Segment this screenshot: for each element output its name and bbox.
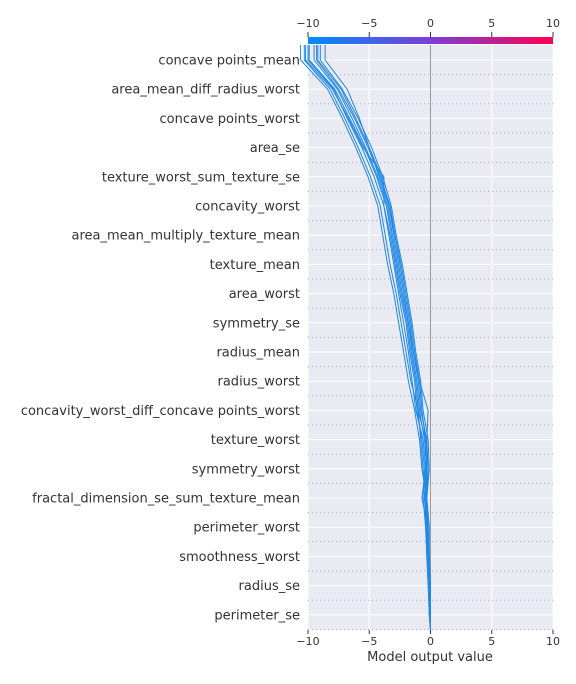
- series-line-9: [300, 45, 431, 630]
- top-tick-label: −5: [361, 17, 377, 30]
- series-line-4: [303, 45, 431, 630]
- top-tick-label: 5: [488, 17, 495, 30]
- bottom-axis-ticks: −10 −5 0 5 10: [296, 630, 560, 648]
- feature-label: radius_worst: [218, 375, 301, 390]
- feature-label: symmetry_worst: [192, 462, 300, 477]
- x-axis-label: Model output value: [367, 650, 493, 665]
- feature-label: concave points_worst: [159, 112, 300, 127]
- series-line-10: [324, 45, 431, 631]
- top-tick-label: −10: [296, 17, 319, 30]
- feature-label: perimeter_worst: [193, 521, 300, 536]
- feature-label: area_mean_multiply_texture_mean: [72, 229, 300, 244]
- bottom-tick-label: −5: [361, 635, 377, 648]
- feature-label: radius_se: [239, 579, 300, 594]
- feature-label: texture_worst: [211, 433, 300, 448]
- feature-label: area_worst: [229, 287, 300, 302]
- bottom-tick-label: 5: [488, 635, 495, 648]
- top-tick-label: 10: [546, 17, 560, 30]
- bottom-tick-label: 0: [427, 635, 434, 648]
- bottom-tick-label: −10: [296, 635, 319, 648]
- feature-label: radius_mean: [216, 346, 300, 361]
- series-line-6: [305, 45, 431, 631]
- feature-label: texture_worst_sum_texture_se: [102, 170, 300, 185]
- top-tick-label: 0: [427, 17, 434, 30]
- bottom-tick-label: 10: [546, 635, 560, 648]
- feature-label: symmetry_se: [213, 316, 300, 331]
- feature-label: area_mean_diff_radius_worst: [111, 83, 300, 98]
- series-line-3: [316, 45, 431, 630]
- feature-label: smoothness_worst: [179, 550, 300, 565]
- top-axis-ticks: −10 −5 0 5 10: [296, 17, 560, 37]
- series-line-8: [317, 45, 431, 630]
- feature-label: perimeter_se: [214, 608, 300, 623]
- feature-label: concave points_mean: [158, 54, 300, 69]
- feature-labels: concave points_mean area_mean_diff_radius…: [21, 54, 300, 624]
- feature-label: concavity_worst_diff_concave points_wors…: [21, 404, 300, 419]
- series-layer: [300, 45, 431, 631]
- feature-label: fractal_dimension_se_sum_texture_mean: [32, 492, 300, 507]
- feature-label: texture_mean: [210, 258, 300, 273]
- feature-label: area_se: [250, 141, 300, 156]
- colorbar: [308, 37, 553, 44]
- feature-label: concavity_worst: [195, 200, 300, 215]
